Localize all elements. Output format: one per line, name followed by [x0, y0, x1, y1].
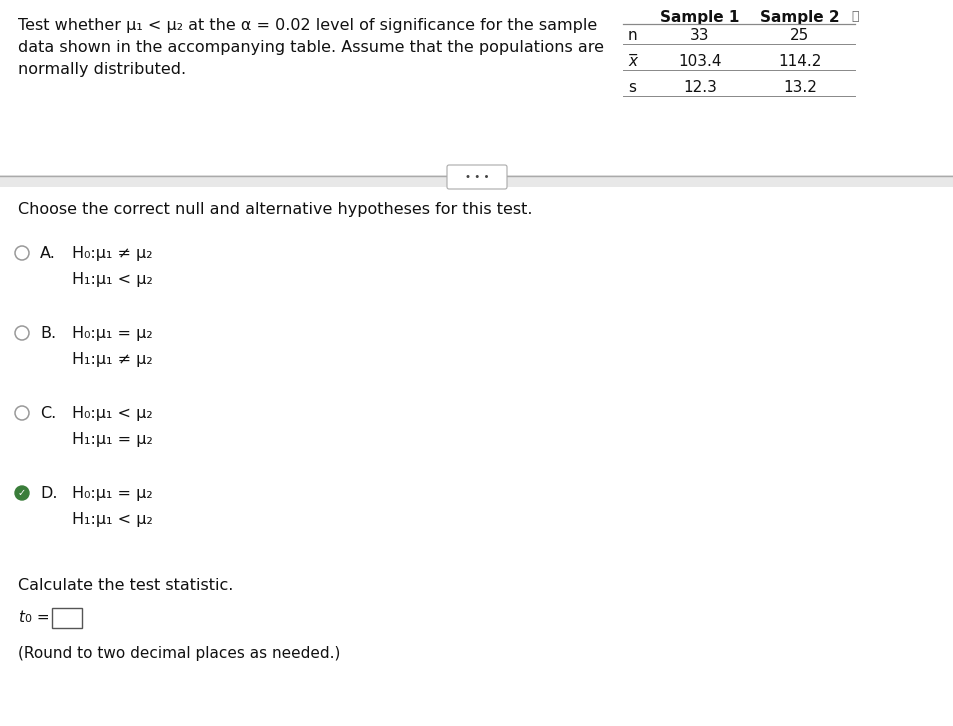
Text: n: n: [627, 28, 637, 43]
Text: 12.3: 12.3: [682, 80, 717, 95]
Text: B.: B.: [40, 326, 56, 341]
Text: D.: D.: [40, 486, 57, 501]
Text: =: =: [32, 610, 50, 625]
Text: data shown in the accompanying table. Assume that the populations are: data shown in the accompanying table. As…: [18, 40, 603, 55]
Text: s: s: [627, 80, 636, 95]
Text: • • •: • • •: [464, 172, 489, 182]
Text: 25: 25: [789, 28, 809, 43]
Text: 114.2: 114.2: [778, 54, 821, 69]
Text: 33: 33: [690, 28, 709, 43]
Text: H₀:μ₁ = μ₂: H₀:μ₁ = μ₂: [71, 326, 152, 341]
Text: H₁:μ₁ < μ₂: H₁:μ₁ < μ₂: [71, 272, 152, 287]
Text: H₀:μ₁ ≠ μ₂: H₀:μ₁ ≠ μ₂: [71, 246, 152, 261]
Text: 103.4: 103.4: [678, 54, 721, 69]
Text: A.: A.: [40, 246, 56, 261]
Circle shape: [15, 326, 29, 340]
Text: Calculate the test statistic.: Calculate the test statistic.: [18, 578, 233, 593]
Text: 13.2: 13.2: [782, 80, 816, 95]
Circle shape: [15, 486, 29, 500]
Bar: [0, 187, 953, 726]
Text: normally distributed.: normally distributed.: [18, 62, 186, 77]
Text: H₀:μ₁ < μ₂: H₀:μ₁ < μ₂: [71, 406, 152, 421]
Text: ⎘: ⎘: [850, 10, 858, 23]
Text: ✓: ✓: [18, 488, 26, 498]
Text: Choose the correct null and alternative hypotheses for this test.: Choose the correct null and alternative …: [18, 202, 532, 217]
Text: H₀:μ₁ = μ₂: H₀:μ₁ = μ₂: [71, 486, 152, 501]
Bar: [0, 0, 953, 175]
Text: C.: C.: [40, 406, 56, 421]
FancyBboxPatch shape: [447, 165, 506, 189]
Text: H₁:μ₁ = μ₂: H₁:μ₁ = μ₂: [71, 432, 152, 447]
Text: x̅: x̅: [627, 54, 637, 69]
Text: H₁:μ₁ < μ₂: H₁:μ₁ < μ₂: [71, 512, 152, 527]
Text: Sample 2: Sample 2: [760, 10, 839, 25]
Text: Test whether μ₁ < μ₂ at the α = 0.02 level of significance for the sample: Test whether μ₁ < μ₂ at the α = 0.02 lev…: [18, 18, 597, 33]
Text: Sample 1: Sample 1: [659, 10, 739, 25]
Text: t: t: [18, 610, 24, 625]
Text: (Round to two decimal places as needed.): (Round to two decimal places as needed.): [18, 646, 340, 661]
Text: 0: 0: [24, 614, 30, 624]
Circle shape: [15, 406, 29, 420]
Bar: [52, 608, 82, 628]
Text: H₁:μ₁ ≠ μ₂: H₁:μ₁ ≠ μ₂: [71, 352, 152, 367]
Circle shape: [15, 246, 29, 260]
